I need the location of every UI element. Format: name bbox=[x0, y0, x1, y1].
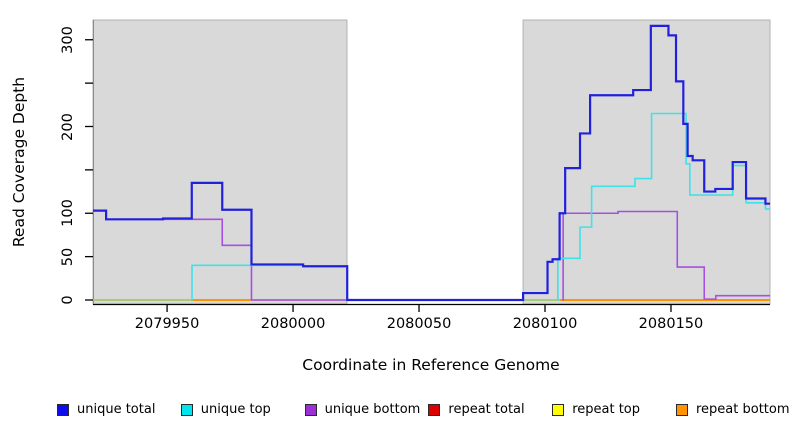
legend-label: unique bottom bbox=[324, 402, 421, 417]
left-gray-region bbox=[92, 19, 348, 305]
legend-item-unique-bottom: unique bottom bbox=[304, 402, 421, 417]
legend-swatch bbox=[428, 403, 441, 416]
legend-item-repeat-top: repeat top bbox=[552, 402, 640, 417]
y-tick-label: 200 bbox=[60, 112, 76, 141]
legend-item-repeat-total: repeat total bbox=[428, 402, 525, 417]
series-unique-bottom bbox=[562, 210, 770, 301]
x-tick-label: 2080050 bbox=[386, 316, 452, 332]
right-gray-region bbox=[522, 19, 771, 305]
legend-item-unique-total: unique total bbox=[57, 402, 155, 417]
legend-item-repeat-bottom: repeat bottom bbox=[676, 402, 790, 417]
legend-swatch bbox=[676, 403, 688, 416]
legend-swatch bbox=[180, 403, 193, 416]
legend-label: repeat total bbox=[448, 402, 525, 417]
legend-label: repeat top bbox=[572, 402, 640, 417]
x-tick-label: 2080150 bbox=[638, 316, 704, 332]
y-tick-label: 50 bbox=[60, 247, 76, 266]
x-tick-label: 2080100 bbox=[512, 316, 578, 332]
legend-label: unique top bbox=[200, 402, 271, 417]
legend-swatch bbox=[304, 403, 317, 416]
legend-label: repeat bottom bbox=[696, 402, 790, 417]
y-tick-label: 100 bbox=[60, 199, 76, 228]
x-tick-label: 2080000 bbox=[260, 316, 326, 332]
y-tick-label: 300 bbox=[60, 25, 76, 54]
y-axis-title: Read Coverage Depth bbox=[10, 76, 28, 248]
legend-swatch bbox=[57, 403, 69, 416]
x-tick-label: 2079950 bbox=[134, 316, 200, 332]
y-tick-label: 0 bbox=[60, 295, 76, 305]
legend-label: unique total bbox=[77, 402, 156, 417]
x-axis-title: Coordinate in Reference Genome bbox=[302, 356, 560, 374]
legend-swatch bbox=[552, 403, 565, 416]
series-unique-total bbox=[93, 24, 770, 302]
legend-item-unique-top: unique top bbox=[180, 402, 271, 417]
